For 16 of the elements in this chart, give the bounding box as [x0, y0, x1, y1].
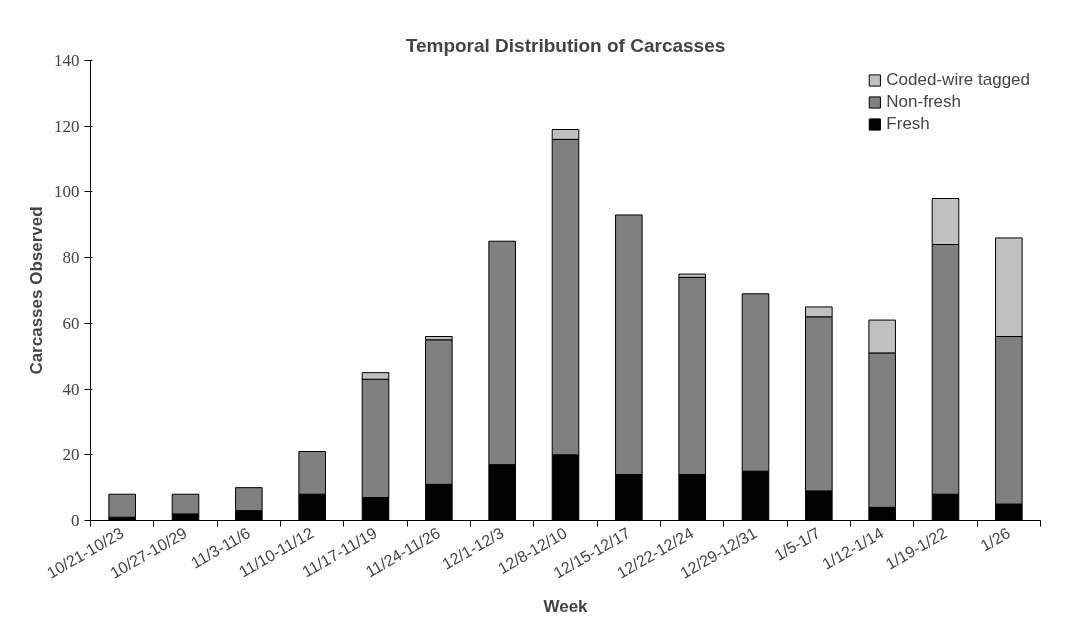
y-tick-label: 80	[62, 248, 80, 268]
y-tick-label: 60	[62, 313, 80, 333]
y-axis-title: Carcasses Observed	[27, 206, 46, 375]
y-tick-label: 120	[54, 116, 80, 136]
chart-title: Temporal Distribution of Carcasses	[405, 34, 726, 56]
legend-label: Non-fresh	[886, 92, 961, 112]
y-tick-label: 140	[54, 51, 80, 70]
y-tick-label: 0	[71, 511, 80, 530]
y-tick-label: 20	[62, 445, 80, 465]
bar	[108, 493, 136, 518]
y-tick-label: 40	[62, 379, 80, 399]
y-tick-label: 100	[54, 182, 80, 202]
legend-label: Coded-wire tagged	[886, 70, 1030, 90]
legend-label: Fresh	[886, 114, 930, 134]
x-tick-label: 1/26	[977, 524, 1014, 555]
x-axis-title: Week	[543, 596, 589, 616]
